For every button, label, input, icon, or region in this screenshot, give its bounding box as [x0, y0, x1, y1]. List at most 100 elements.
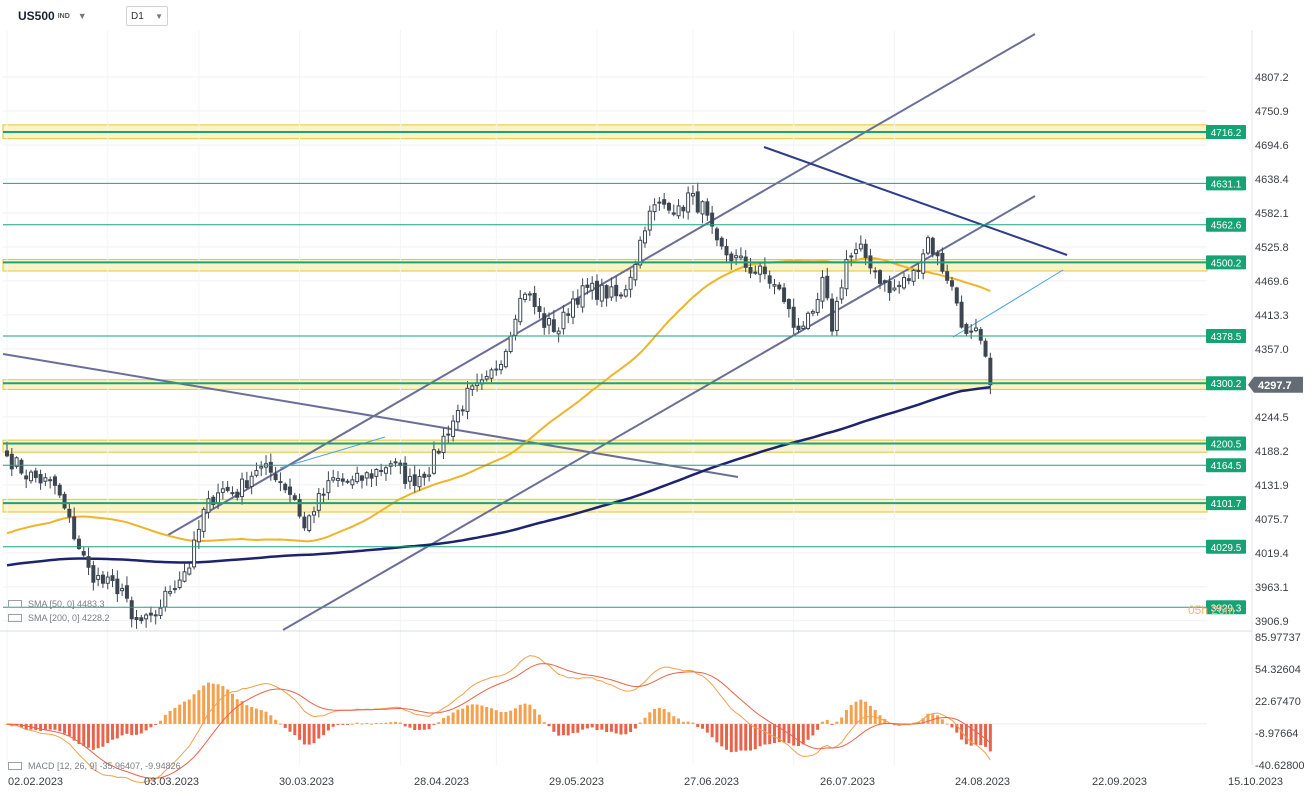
- macd-histogram-bar: [418, 723, 422, 730]
- candle: [168, 585, 173, 597]
- candle: [417, 469, 422, 491]
- macd-histogram-bar: [379, 722, 383, 724]
- candle-body: [508, 335, 513, 353]
- candle-body: [489, 369, 494, 379]
- level-label-bg: [1206, 176, 1246, 191]
- candle: [355, 466, 360, 484]
- macd-histogram-bar: [619, 723, 623, 735]
- candle: [863, 239, 868, 266]
- macd-histogram-bar: [389, 722, 393, 724]
- candle-body: [67, 508, 72, 518]
- candle: [187, 563, 192, 576]
- macd-histogram-bar: [197, 690, 201, 724]
- macd-histogram-bar: [293, 723, 297, 736]
- level-label-4029.5: 4029.5: [1211, 543, 1242, 554]
- candle-body: [710, 212, 715, 227]
- candle: [786, 298, 791, 318]
- candle: [278, 472, 283, 492]
- candle-body: [14, 457, 19, 467]
- candle: [595, 274, 600, 306]
- candle-body: [810, 311, 815, 314]
- candle: [196, 520, 201, 549]
- candle: [105, 571, 110, 590]
- macd-histogram-bar: [864, 701, 868, 724]
- chevron-down-icon[interactable]: ▼: [77, 11, 87, 21]
- visibility-icon[interactable]: [8, 762, 22, 770]
- candle-body: [43, 477, 48, 482]
- candle: [585, 278, 590, 295]
- candle-body: [892, 287, 897, 291]
- candle: [446, 425, 451, 443]
- macd-histogram-bar: [403, 723, 407, 727]
- macd-histogram-bar: [571, 723, 575, 734]
- moving-averages: [6, 257, 991, 567]
- candle: [268, 453, 273, 481]
- candle-body: [666, 202, 671, 211]
- candle-body: [144, 614, 149, 620]
- macd-histogram-bar: [533, 709, 537, 724]
- price-tick: 4075.7: [1255, 514, 1289, 526]
- candle-body: [451, 420, 456, 437]
- candle-body: [345, 480, 350, 483]
- candle-body: [882, 280, 887, 283]
- candle-body: [945, 271, 950, 281]
- candle: [815, 292, 820, 316]
- macd-histogram-bar: [144, 723, 148, 731]
- level-label-4716.2: 4716.2: [1211, 128, 1242, 139]
- macd-histogram-bar: [269, 715, 273, 724]
- macd-histogram-bar: [182, 701, 186, 724]
- candle: [177, 571, 182, 590]
- macd-histogram-bar: [763, 723, 767, 745]
- sma50-legend[interactable]: SMA [50, 0] 4483.3: [8, 599, 105, 609]
- candle: [902, 272, 907, 290]
- last-price-tag: [1248, 376, 1303, 393]
- date-tick: 27.06.2023: [684, 776, 739, 788]
- macd-histogram-bar: [53, 723, 57, 730]
- macd-histogram-bar: [725, 723, 729, 750]
- macd-histogram-bar: [955, 723, 959, 733]
- candle-body: [311, 511, 316, 516]
- candle: [383, 465, 388, 481]
- price-tick: 4188.2: [1255, 446, 1289, 458]
- candle: [858, 235, 863, 252]
- candle-body: [48, 479, 53, 482]
- macd-legend[interactable]: MACD [12, 26, 9] -35.96407, -9.94826: [8, 761, 181, 771]
- candle: [513, 314, 518, 341]
- macd-histogram-bar: [82, 723, 86, 746]
- macd-histogram-bar: [677, 718, 681, 724]
- candle: [748, 257, 753, 279]
- macd-histogram-bar: [705, 723, 709, 733]
- macd-histogram-bar: [806, 723, 810, 740]
- candle-body: [192, 539, 197, 568]
- candle: [839, 279, 844, 304]
- candle: [719, 236, 724, 250]
- sma200-legend[interactable]: SMA [200, 0] 4228.2: [8, 613, 110, 623]
- macd-histogram-bar: [523, 703, 527, 724]
- price-tick: 3906.9: [1255, 616, 1289, 628]
- candle-body: [168, 591, 173, 594]
- macd-histogram-bar: [581, 723, 585, 730]
- candle-body: [796, 325, 801, 331]
- candle-body: [902, 277, 907, 289]
- candle-body: [614, 284, 619, 297]
- macd-histogram-bar: [250, 707, 254, 724]
- candle-body: [878, 270, 883, 284]
- symbol-selector[interactable]: US500 IND ▼: [18, 6, 87, 26]
- macd-histogram-bar: [413, 723, 417, 731]
- candle-body: [767, 275, 772, 284]
- macd-histogram-bar: [355, 722, 359, 724]
- timeframe-select[interactable]: D1 ▼: [126, 6, 168, 26]
- candle: [590, 276, 595, 300]
- macd-histogram-bar: [638, 722, 642, 724]
- macd-histogram-bar: [149, 723, 153, 728]
- candle: [930, 236, 935, 258]
- candle-body: [988, 357, 993, 386]
- visibility-icon[interactable]: [8, 600, 22, 608]
- candle-body: [925, 237, 930, 254]
- macd-histogram-bar: [537, 714, 541, 724]
- macd-histogram-bar: [77, 723, 81, 744]
- visibility-icon[interactable]: [8, 614, 22, 622]
- candle-body: [623, 289, 628, 297]
- candle: [834, 296, 839, 337]
